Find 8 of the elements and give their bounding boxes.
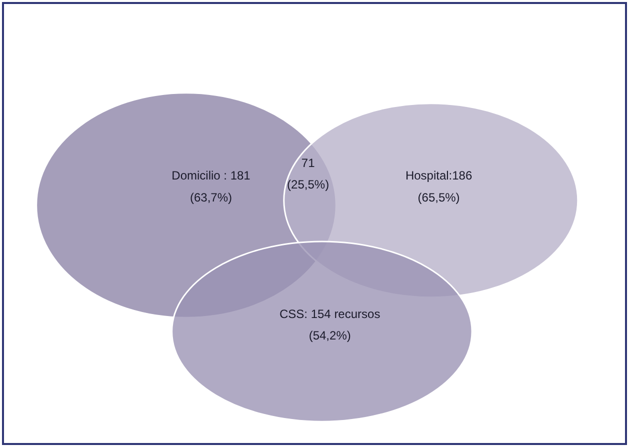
data-label: (65,5%) bbox=[418, 190, 460, 204]
category-label: 71 bbox=[301, 156, 316, 170]
category-label: Domicilio : 181 bbox=[172, 168, 251, 183]
category-label: CSS: 154 recursos bbox=[279, 306, 380, 321]
data-label: (54,2%) bbox=[308, 328, 351, 342]
category-label: Hospital:186 bbox=[405, 168, 472, 183]
data-label: (25,5%) bbox=[287, 178, 330, 192]
data-label: (63,7%) bbox=[190, 190, 232, 204]
